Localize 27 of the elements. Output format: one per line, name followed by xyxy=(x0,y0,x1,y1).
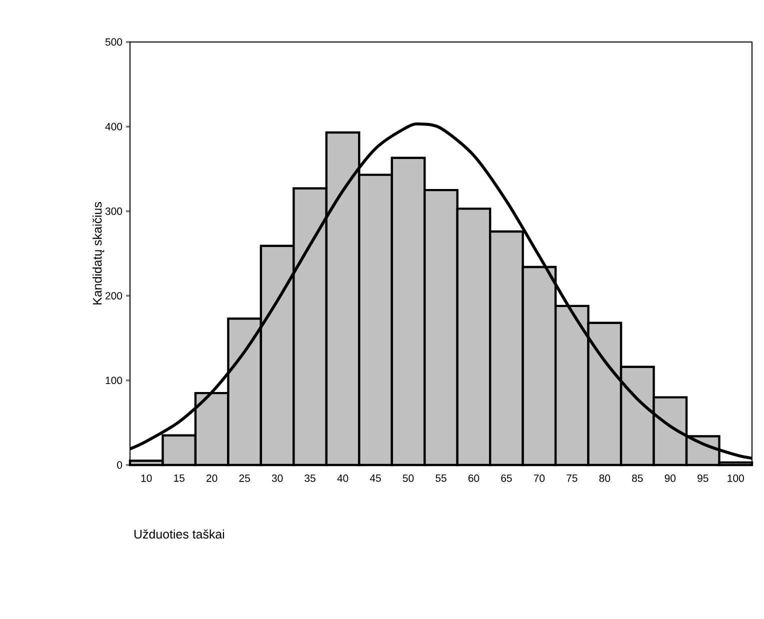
x-tick-label: 25 xyxy=(239,474,250,482)
x-tick-label: 90 xyxy=(664,474,676,482)
x-tick-label: 10 xyxy=(141,474,152,482)
x-tick-label: 100 xyxy=(728,474,744,482)
y-tick-label: 200 xyxy=(106,292,122,300)
x-tick-label: 55 xyxy=(436,474,446,482)
x-tick-label: 50 xyxy=(402,474,414,482)
x-tick-label: 30 xyxy=(272,474,283,482)
x-tick-label: 40 xyxy=(337,474,348,482)
x-tick-label: 70 xyxy=(534,474,545,482)
x-tick-label: 20 xyxy=(206,474,218,482)
x-tick-label: 95 xyxy=(698,474,708,482)
x-tick-label: 65 xyxy=(501,474,512,482)
x-tick-label: 45 xyxy=(370,474,381,482)
x-tick-label: 85 xyxy=(632,474,643,482)
y-tick-label: 100 xyxy=(106,376,122,384)
x-tick-label: 75 xyxy=(566,474,578,482)
x-tick-label: 80 xyxy=(599,474,610,482)
y-tick-label: 300 xyxy=(105,208,122,215)
x-axis-title: Užduoties taškai xyxy=(134,529,224,539)
y-tick-label: 0 xyxy=(117,461,122,469)
x-tick-label: 35 xyxy=(304,474,316,482)
x-tick-label: 15 xyxy=(174,474,184,482)
y-tick-label: 500 xyxy=(105,38,122,46)
y-tick-label: 400 xyxy=(105,122,122,130)
x-tick-label: 60 xyxy=(468,474,480,482)
y-axis-title: Kandidatų skaičius xyxy=(92,202,104,304)
